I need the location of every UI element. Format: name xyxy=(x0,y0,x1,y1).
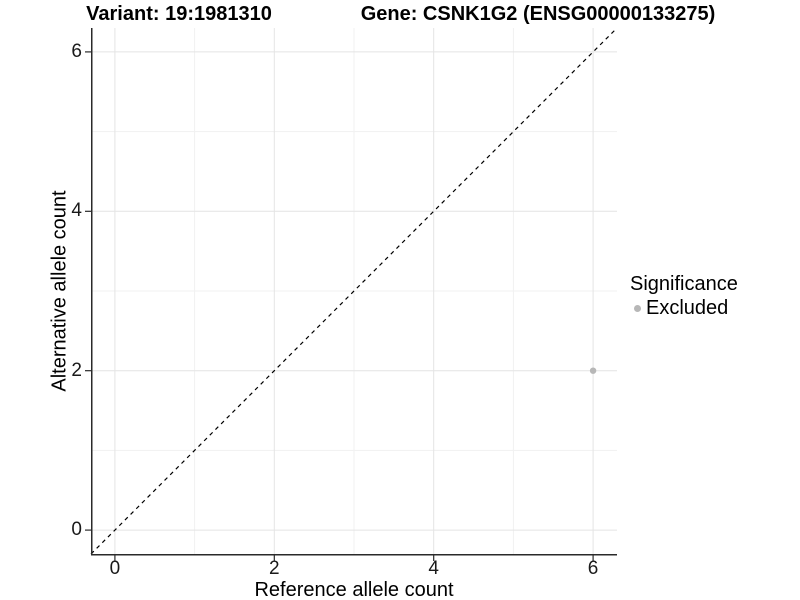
legend-title: Significance xyxy=(630,273,738,295)
legend-point-swatch xyxy=(634,304,641,312)
x-tick-label: 0 xyxy=(109,558,121,579)
x-tick-label: 2 xyxy=(269,558,280,579)
legend: Significance Excluded xyxy=(630,272,738,320)
y-tick-label: 6 xyxy=(71,40,82,62)
y-tick-label: 2 xyxy=(71,359,82,381)
plot-title-variant: Variant: 19:1981310 xyxy=(86,3,272,25)
x-tick-label: 4 xyxy=(428,558,439,579)
data-point xyxy=(589,367,597,374)
x-tick-label: 6 xyxy=(587,558,599,579)
y-tick-label: 4 xyxy=(71,200,82,222)
identity-reference-line xyxy=(90,28,617,555)
plot-panel xyxy=(85,28,617,561)
y-tick-label: 0 xyxy=(71,519,82,541)
x-axis-title: Reference allele count xyxy=(254,579,454,600)
plot-title-gene: Gene: CSNK1G2 (ENSG00000133275) xyxy=(360,3,716,25)
legend-item-label: Excluded xyxy=(646,297,729,319)
legend-item-excluded: Excluded xyxy=(630,296,738,320)
